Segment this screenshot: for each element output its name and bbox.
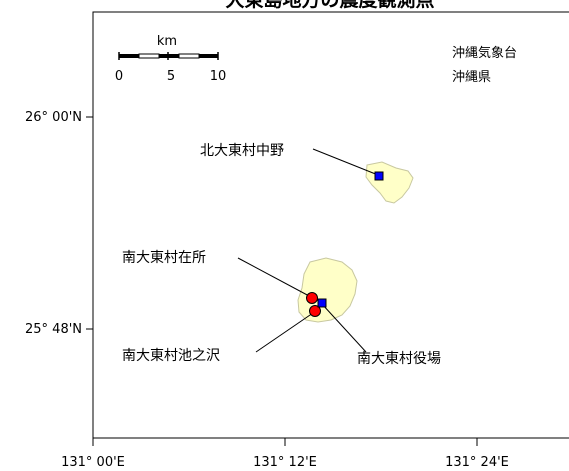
- station-minamidaito-yakuba-label: 南大東村役場: [357, 351, 441, 367]
- scale-label-5: 5: [167, 69, 175, 84]
- scale-segment-2: [138, 53, 160, 59]
- station-minamidaito-yakuba-marker[interactable]: [317, 298, 327, 308]
- leader-kitadaito-nakano: [312, 148, 379, 176]
- lat-label-26-00: 26° 00'N: [25, 110, 82, 125]
- credit-jma: 沖縄気象台: [452, 45, 517, 61]
- scale-segment-4: [178, 53, 200, 59]
- scale-bar: km 0 5 10: [115, 34, 226, 84]
- leader-minamidaito-zaisho: [237, 257, 312, 298]
- station-minamidaito-ikenosawa-marker[interactable]: [309, 305, 321, 317]
- scale-label-0: 0: [115, 69, 123, 84]
- scale-segment-3: [159, 54, 179, 58]
- station-minamidaito-zaisho-label: 南大東村在所: [122, 250, 206, 266]
- leader-minamidaito-ikenosawa: [255, 312, 314, 353]
- lon-label-131-24: 131° 24'E: [445, 455, 509, 470]
- credit-pref: 沖縄県: [452, 70, 491, 85]
- lat-label-25-48: 25° 48'N: [25, 322, 82, 337]
- station-kitadaito-nakano-label: 北大東村中野: [200, 143, 284, 159]
- map-frame: [92, 11, 569, 439]
- scale-unit: km: [157, 34, 177, 49]
- station-minamidaito-zaisho-marker[interactable]: [306, 292, 318, 304]
- lon-label-131-00: 131° 00'E: [61, 455, 125, 470]
- lon-label-131-12: 131° 12'E: [253, 455, 317, 470]
- leader-minamidaito-yakuba: [321, 303, 367, 353]
- station-minamidaito-ikenosawa-label: 南大東村池之沢: [122, 348, 220, 364]
- scale-segment-5: [199, 54, 218, 58]
- scale-segment-1: [119, 54, 139, 58]
- scale-label-10: 10: [210, 69, 227, 84]
- map-title: 大東島地方の震度観測点: [225, 0, 434, 11]
- station-kitadaito-nakano-marker[interactable]: [374, 171, 384, 181]
